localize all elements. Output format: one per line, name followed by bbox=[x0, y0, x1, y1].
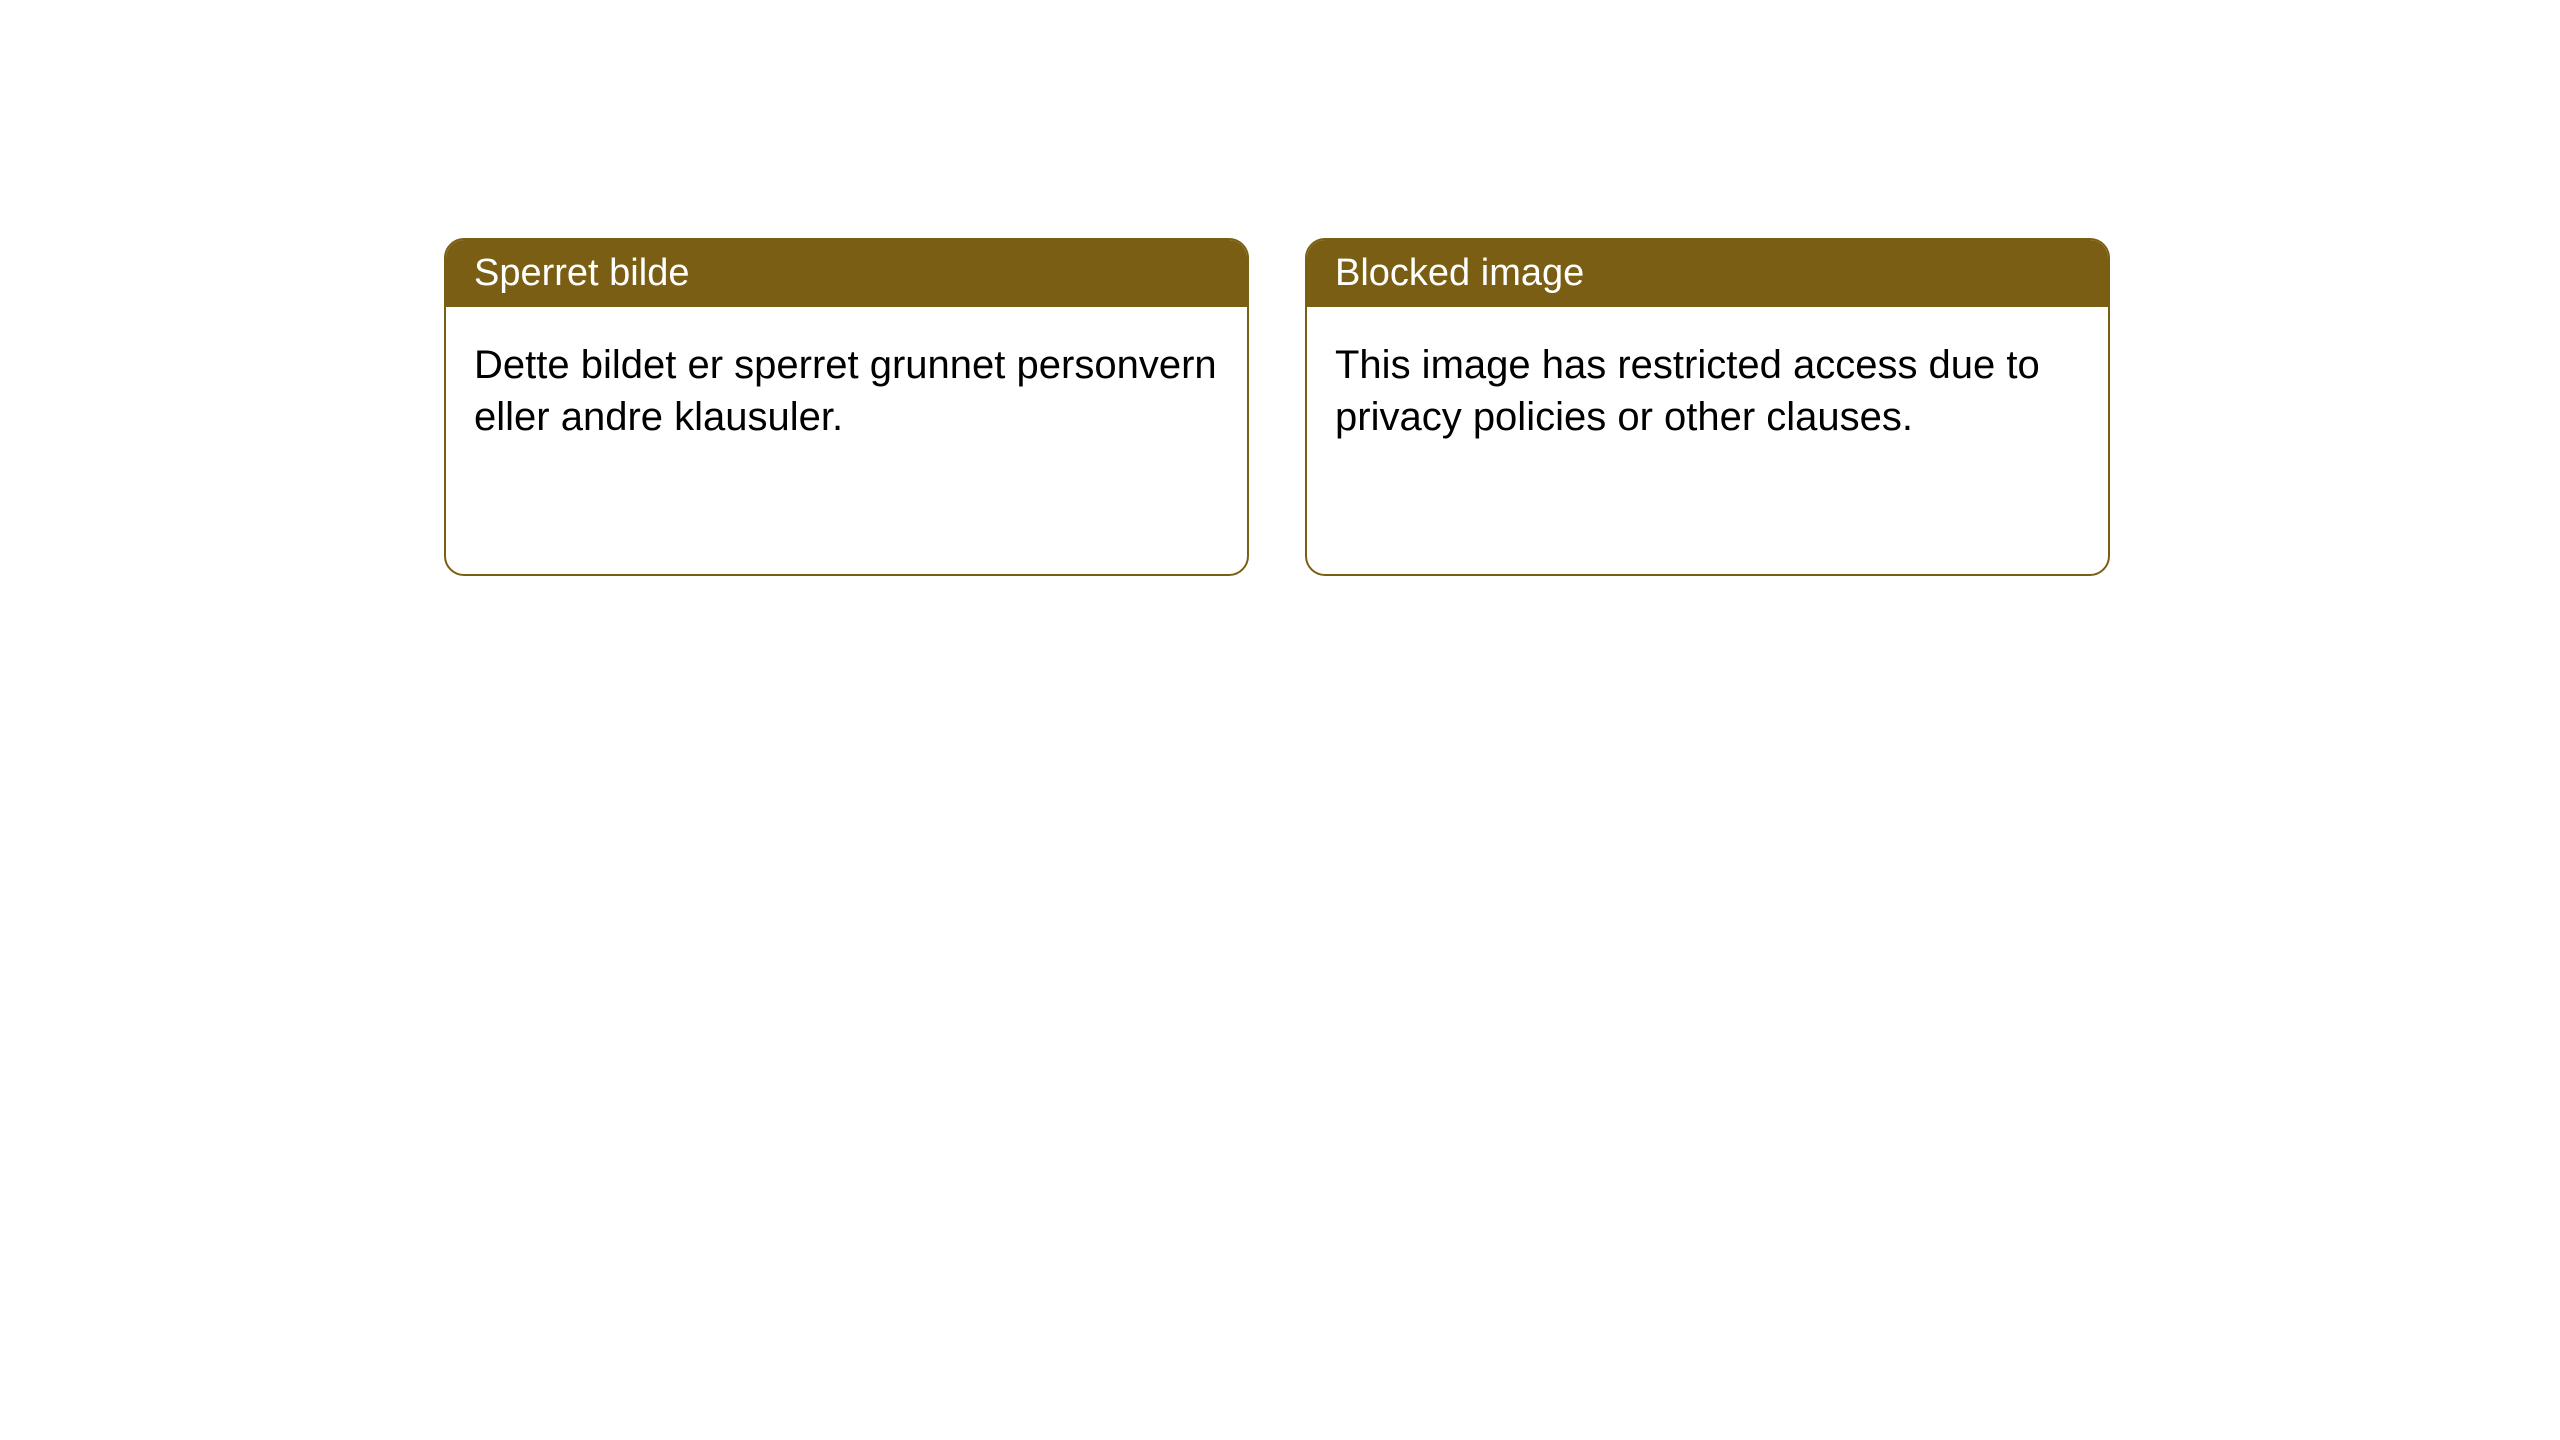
card-header-en: Blocked image bbox=[1307, 240, 2108, 307]
card-title-en: Blocked image bbox=[1335, 252, 1584, 294]
card-blocked-image-no: Sperret bilde Dette bildet er sperret gr… bbox=[444, 238, 1249, 576]
card-title-no: Sperret bilde bbox=[474, 252, 689, 294]
card-body-no: Dette bildet er sperret grunnet personve… bbox=[446, 307, 1247, 475]
cards-container: Sperret bilde Dette bildet er sperret gr… bbox=[0, 0, 2560, 576]
card-header-no: Sperret bilde bbox=[446, 240, 1247, 307]
card-body-text-no: Dette bildet er sperret grunnet personve… bbox=[474, 343, 1217, 439]
card-body-en: This image has restricted access due to … bbox=[1307, 307, 2108, 475]
card-blocked-image-en: Blocked image This image has restricted … bbox=[1305, 238, 2110, 576]
card-body-text-en: This image has restricted access due to … bbox=[1335, 343, 2040, 439]
